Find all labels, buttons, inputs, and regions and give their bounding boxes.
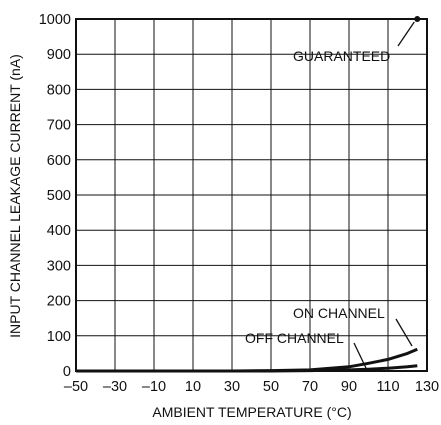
x-tick-label: 50 — [263, 379, 279, 395]
y-tick-label: 800 — [47, 82, 71, 98]
series-line-off-channel — [76, 364, 418, 373]
x-tick-label: –10 — [142, 379, 166, 395]
x-tick-label: 70 — [302, 379, 318, 395]
data-series — [76, 347, 418, 373]
x-tick-label: 10 — [185, 379, 201, 395]
y-tick-label: 200 — [47, 294, 71, 310]
x-tick-label: 110 — [376, 379, 399, 395]
y-tick-label: 100 — [47, 329, 71, 345]
guaranteed-label: GUARANTEED — [293, 48, 390, 64]
off-channel-leader — [353, 342, 367, 369]
x-axis-title: AMBIENT TEMPERATURE (°C) — [152, 404, 351, 420]
y-tick-label: 300 — [47, 258, 71, 274]
x-tick-label: 130 — [415, 379, 439, 395]
annotations: GUARANTEED ON CHANNEL OFF CHANNEL — [245, 16, 421, 369]
x-tick-label: –30 — [103, 379, 127, 395]
on-channel-leader — [395, 318, 413, 347]
x-tick-label: 30 — [224, 379, 240, 395]
x-tick-label: –50 — [64, 379, 88, 395]
y-tick-label: 700 — [47, 118, 71, 134]
y-tick-label: 600 — [47, 153, 71, 169]
guaranteed-point — [414, 16, 421, 22]
guaranteed-leader — [397, 21, 415, 47]
y-tick-label: 400 — [47, 223, 71, 239]
x-tick-label: 90 — [341, 379, 357, 395]
off-channel-label: OFF CHANNEL — [245, 330, 344, 346]
y-tick-label: 500 — [47, 188, 71, 204]
tick-labels: –50 –30 –10 10 30 50 70 90 110 130 0 100 200 300 400 50… — [39, 12, 439, 395]
y-axis-title: INPUT CHANNEL LEAKAGE CURRENT (nA) — [7, 54, 23, 338]
on-channel-label: ON CHANNEL — [293, 305, 385, 321]
y-tick-label: 0 — [63, 364, 71, 380]
y-tick-label: 1000 — [39, 12, 71, 28]
y-tick-label: 900 — [47, 47, 71, 63]
